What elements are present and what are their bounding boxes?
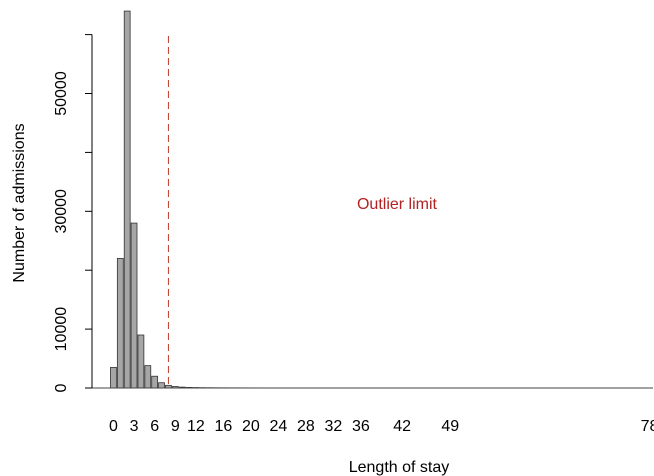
bar-los-6 xyxy=(151,375,159,389)
outlier-limit-annotation: Outlier limit xyxy=(357,196,438,213)
x-tick-label: 12 xyxy=(187,418,205,435)
x-tick-label: 20 xyxy=(242,418,260,435)
bar-los-4 xyxy=(137,334,145,389)
y-tick-label: 30000 xyxy=(53,189,70,234)
y-axis-title: Number of admissions xyxy=(11,123,28,282)
x-tick-label: 9 xyxy=(171,418,180,435)
x-tick-label: 16 xyxy=(215,418,233,435)
bar-los-0 xyxy=(110,366,117,389)
bar-los-7 xyxy=(158,382,165,389)
bar-los-3 xyxy=(130,222,138,389)
y-axis: 0 10000 30000 50000 xyxy=(53,34,93,392)
y-tick-label: 0 xyxy=(53,383,70,392)
bar-los-2 xyxy=(123,10,131,389)
bar-los-1 xyxy=(116,258,124,389)
x-axis-title: Length of stay xyxy=(349,459,450,476)
bar-los-5 xyxy=(144,365,152,389)
x-tick-label: 36 xyxy=(352,418,370,435)
x-tick-label: 32 xyxy=(324,418,342,435)
y-tick-label: 10000 xyxy=(53,307,70,352)
x-axis-tick-labels: 036912162024283236424978 xyxy=(109,418,654,435)
x-tick-label: 42 xyxy=(393,418,411,435)
x-tick-label: 6 xyxy=(150,418,159,435)
x-tick-label: 49 xyxy=(441,418,459,435)
x-tick-label: 78 xyxy=(641,418,654,435)
x-tick-label: 24 xyxy=(270,418,288,435)
x-tick-label: 0 xyxy=(109,418,118,435)
x-tick-label: 3 xyxy=(130,418,139,435)
y-tick-label: 50000 xyxy=(53,71,70,116)
x-tick-label: 28 xyxy=(297,418,315,435)
